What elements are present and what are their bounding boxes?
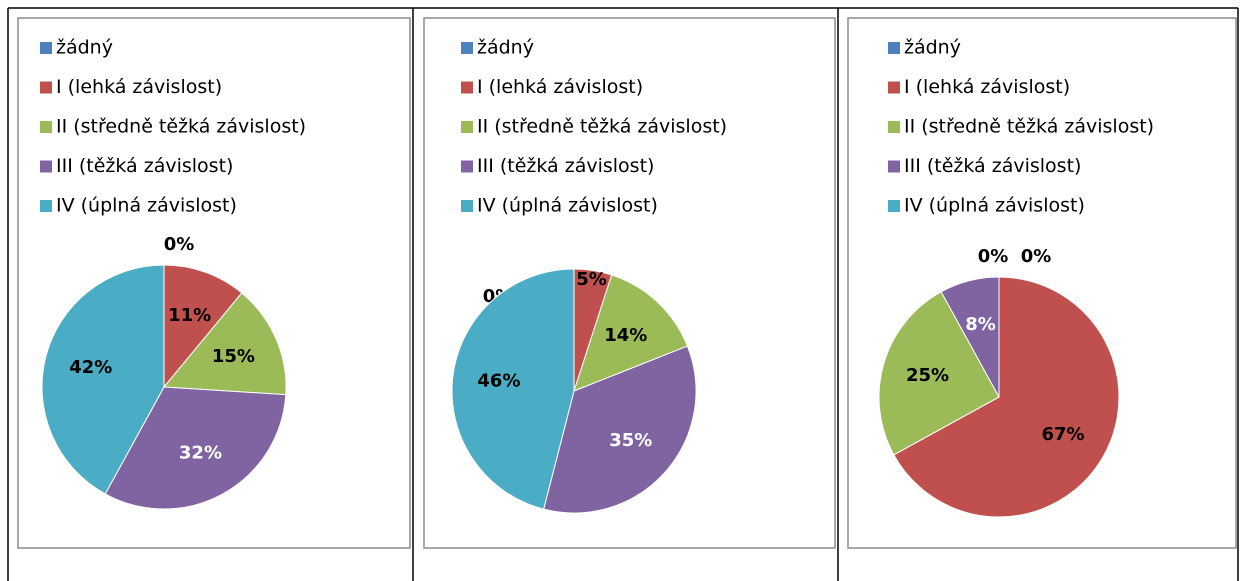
legend-label: IV (úplná závislost) [56, 195, 237, 217]
data-label: 8% [965, 314, 996, 335]
legend-label: I (lehká závislost) [56, 76, 222, 98]
pie-slice [41, 264, 165, 495]
legend-label: IV (úplná závislost) [477, 195, 658, 217]
legend-swatch [461, 121, 473, 133]
pie-slice [162, 292, 287, 396]
data-label: 0% [164, 234, 195, 255]
legend-swatch [461, 42, 473, 54]
pie-slice [451, 268, 575, 510]
legend-label: III (těžká závislost) [477, 155, 654, 177]
pie-slice [104, 386, 287, 510]
legend-swatch [888, 42, 900, 54]
legend-label: žádný [56, 37, 113, 59]
pie-slice [163, 264, 243, 389]
data-label: 32% [179, 442, 222, 463]
legend-swatch [461, 160, 473, 173]
data-label: 14% [604, 325, 647, 346]
legend-swatch [40, 42, 52, 54]
legend-swatch [461, 200, 473, 212]
pie-slice [878, 291, 1000, 456]
data-label: 67% [1041, 424, 1084, 445]
table-lines [7, 7, 1239, 581]
legend-label: IV (úplná závislost) [904, 195, 1085, 217]
pie-slice [893, 276, 1120, 518]
legend-label: III (těžká závislost) [904, 155, 1081, 177]
legend-label: I (lehká závislost) [477, 76, 643, 98]
data-label: 35% [609, 430, 652, 451]
legend-label: II (středně těžká závislost) [56, 116, 306, 138]
pie-slice [940, 276, 1000, 398]
legend-label: žádný [477, 37, 534, 59]
legend-label: I (lehká závislost) [904, 76, 1070, 98]
data-label: 0% [1021, 246, 1052, 267]
legend-swatch [888, 121, 900, 133]
legend-swatch [40, 81, 52, 94]
data-label: 0% [978, 246, 1009, 267]
pie-slice [573, 274, 689, 392]
legend-swatch [888, 200, 900, 212]
legend-swatch [40, 121, 52, 133]
data-label: 11% [168, 305, 211, 326]
data-label: 25% [906, 365, 949, 386]
data-label: 42% [69, 357, 112, 378]
data-label: 5% [576, 269, 607, 290]
legend-swatch [461, 81, 473, 94]
legend-swatch [888, 160, 900, 173]
data-label: 15% [212, 346, 255, 367]
legend-swatch [40, 160, 52, 173]
legend-label: II (středně těžká závislost) [477, 116, 727, 138]
legend-label: II (středně těžká závislost) [904, 116, 1154, 138]
legend-swatch [40, 200, 52, 212]
pie-slice [543, 345, 697, 514]
legend-label: žádný [904, 37, 961, 59]
data-label: 46% [477, 371, 520, 392]
legend-label: III (těžká závislost) [56, 155, 233, 177]
legend-swatch [888, 81, 900, 94]
